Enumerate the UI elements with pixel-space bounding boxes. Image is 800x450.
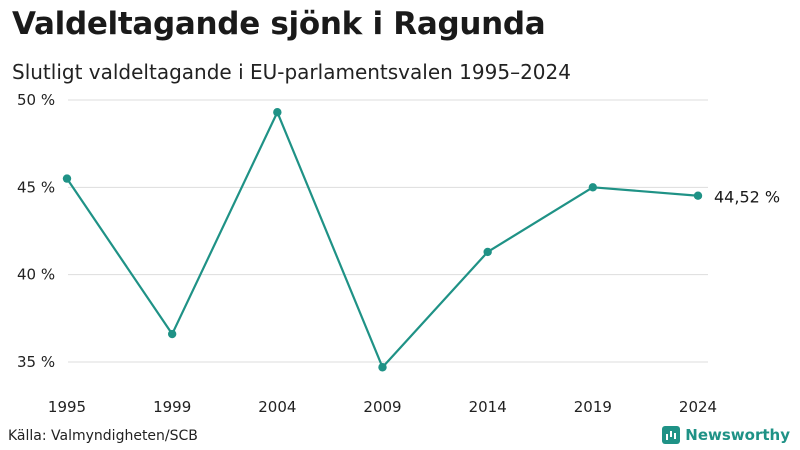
data-point [693, 191, 703, 200]
series: 44,52 % [62, 108, 780, 372]
y-tick-label: 35 % [17, 353, 55, 371]
y-axis-ticks: 50 % 45 % 40 % 35 % [17, 91, 55, 371]
x-tick-label: 1995 [48, 398, 86, 416]
y-tick-label: 45 % [17, 178, 55, 196]
chart-title: Valdeltagande sjönk i Ragunda [12, 6, 546, 42]
data-point [273, 108, 282, 117]
series-line [66, 111, 699, 369]
end-value-label: 44,52 % [714, 188, 780, 207]
y-tick-label: 40 % [17, 266, 55, 284]
x-tick-label: 2019 [574, 398, 612, 416]
brand-name: Newsworthy [685, 426, 790, 444]
x-tick-label: 2004 [258, 398, 296, 416]
x-axis-ticks: 1995 1999 2004 2009 2014 2019 2024 [48, 398, 717, 416]
brand-logo: Newsworthy [662, 426, 790, 444]
bar-chart-icon [662, 426, 681, 444]
data-point [588, 183, 598, 192]
chart-subtitle: Slutligt valdeltagande i EU-parlamentsva… [12, 60, 571, 84]
data-point [62, 174, 72, 183]
x-tick-label: 2024 [679, 398, 717, 416]
x-tick-label: 1999 [153, 398, 191, 416]
y-tick-label: 50 % [17, 91, 55, 109]
x-tick-label: 2014 [469, 398, 507, 416]
data-point [378, 363, 387, 372]
data-point [167, 329, 177, 339]
source-note: Källa: Valmyndigheten/SCB [8, 428, 198, 444]
x-tick-label: 2009 [363, 398, 401, 416]
data-point [483, 247, 492, 257]
